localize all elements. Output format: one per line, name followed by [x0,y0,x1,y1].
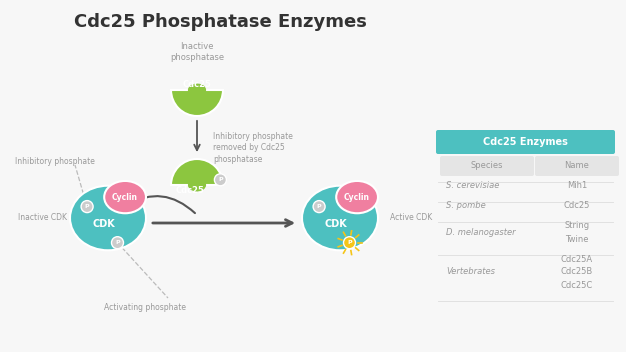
Text: Cdc25: Cdc25 [564,201,590,210]
Text: S. pombe: S. pombe [446,201,486,210]
Text: Inactive CDK: Inactive CDK [18,214,67,222]
Text: Cdc25: Cdc25 [183,80,212,89]
Text: P: P [115,240,120,245]
Text: Cyclin: Cyclin [112,193,138,202]
Circle shape [344,237,356,249]
Text: P: P [347,240,352,245]
Ellipse shape [302,186,378,250]
Wedge shape [171,159,223,185]
Text: Vertebrates: Vertebrates [446,268,495,277]
Text: P: P [85,204,90,209]
Circle shape [81,201,93,213]
Text: P: P [317,204,321,209]
Circle shape [111,237,123,249]
FancyBboxPatch shape [535,156,619,176]
Text: Mih1: Mih1 [567,182,587,190]
Text: Activating phosphate: Activating phosphate [104,303,186,313]
Ellipse shape [70,186,146,250]
Text: Cdc25B: Cdc25B [561,268,593,277]
Text: Cdc25 Enzymes: Cdc25 Enzymes [483,137,568,147]
Text: P: P [218,177,223,182]
Ellipse shape [188,178,206,191]
Text: Active CDK: Active CDK [390,214,432,222]
Text: CDK: CDK [92,219,115,229]
Text: Inhibitory phosphate: Inhibitory phosphate [15,157,95,166]
Text: Cdc25C: Cdc25C [561,281,593,289]
Text: S. cerevisiae: S. cerevisiae [446,182,500,190]
Text: Cdc25: Cdc25 [176,186,205,195]
Text: Cdc25 Phosphatase Enzymes: Cdc25 Phosphatase Enzymes [74,13,366,31]
Circle shape [214,174,227,186]
Circle shape [313,201,325,213]
Text: Name: Name [565,162,590,170]
Text: Cdc25A: Cdc25A [561,254,593,264]
FancyBboxPatch shape [436,130,615,154]
Text: D. melanogaster: D. melanogaster [446,228,516,237]
Text: String: String [565,221,590,231]
Wedge shape [171,90,223,116]
Ellipse shape [104,181,146,213]
Ellipse shape [336,181,378,213]
Text: CDK: CDK [324,219,347,229]
FancyBboxPatch shape [440,156,534,176]
Text: Cyclin: Cyclin [344,193,370,202]
Text: Twine: Twine [565,234,588,244]
Text: Inhibitory phosphate
removed by Cdc25
phosphatase: Inhibitory phosphate removed by Cdc25 ph… [213,132,293,164]
Ellipse shape [188,83,206,96]
Text: Species: Species [471,162,503,170]
Text: Inactive
phosphatase: Inactive phosphatase [170,42,224,62]
